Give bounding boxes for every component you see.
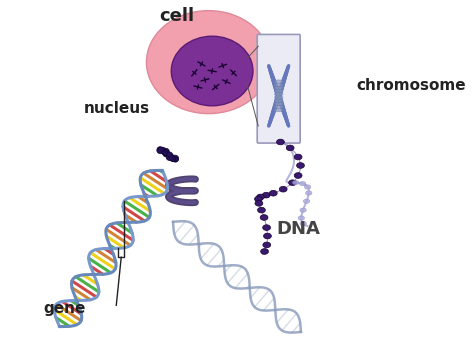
- Ellipse shape: [304, 185, 311, 189]
- Ellipse shape: [256, 194, 264, 200]
- Ellipse shape: [274, 83, 283, 87]
- Ellipse shape: [262, 192, 270, 198]
- Ellipse shape: [157, 147, 163, 152]
- Ellipse shape: [298, 216, 304, 220]
- Ellipse shape: [300, 181, 306, 186]
- Ellipse shape: [294, 154, 302, 160]
- Ellipse shape: [274, 89, 283, 93]
- Ellipse shape: [160, 147, 165, 152]
- Text: chromosome: chromosome: [356, 78, 465, 93]
- Ellipse shape: [276, 139, 284, 145]
- Ellipse shape: [300, 208, 306, 212]
- Text: DNA: DNA: [276, 220, 320, 238]
- Ellipse shape: [286, 145, 294, 151]
- Ellipse shape: [171, 36, 253, 106]
- Ellipse shape: [170, 157, 176, 162]
- Ellipse shape: [306, 191, 312, 195]
- FancyBboxPatch shape: [257, 34, 300, 143]
- Ellipse shape: [292, 180, 299, 185]
- Ellipse shape: [274, 102, 283, 105]
- Ellipse shape: [171, 155, 179, 162]
- Ellipse shape: [269, 190, 277, 196]
- Ellipse shape: [263, 225, 271, 230]
- Text: gene: gene: [44, 301, 86, 316]
- Ellipse shape: [289, 180, 296, 186]
- Ellipse shape: [167, 152, 173, 157]
- Ellipse shape: [261, 248, 268, 254]
- Ellipse shape: [274, 95, 283, 99]
- Ellipse shape: [274, 105, 283, 109]
- Ellipse shape: [279, 186, 287, 192]
- Ellipse shape: [274, 86, 283, 90]
- Ellipse shape: [297, 163, 304, 168]
- Ellipse shape: [274, 93, 283, 96]
- Ellipse shape: [173, 157, 178, 162]
- Ellipse shape: [257, 207, 265, 213]
- Ellipse shape: [157, 147, 164, 154]
- Text: nucleus: nucleus: [84, 101, 150, 116]
- Ellipse shape: [163, 152, 169, 157]
- Ellipse shape: [263, 242, 271, 248]
- Ellipse shape: [166, 154, 174, 160]
- Ellipse shape: [274, 80, 283, 83]
- Ellipse shape: [264, 233, 272, 239]
- Text: cell: cell: [159, 7, 194, 25]
- Ellipse shape: [255, 196, 262, 202]
- Ellipse shape: [274, 99, 283, 102]
- Ellipse shape: [294, 173, 302, 178]
- Ellipse shape: [162, 148, 169, 155]
- Ellipse shape: [300, 222, 306, 226]
- Ellipse shape: [168, 153, 173, 158]
- Ellipse shape: [162, 151, 168, 155]
- Ellipse shape: [274, 108, 283, 112]
- Ellipse shape: [260, 215, 268, 220]
- Ellipse shape: [255, 201, 263, 206]
- Ellipse shape: [146, 11, 271, 114]
- Ellipse shape: [303, 199, 310, 203]
